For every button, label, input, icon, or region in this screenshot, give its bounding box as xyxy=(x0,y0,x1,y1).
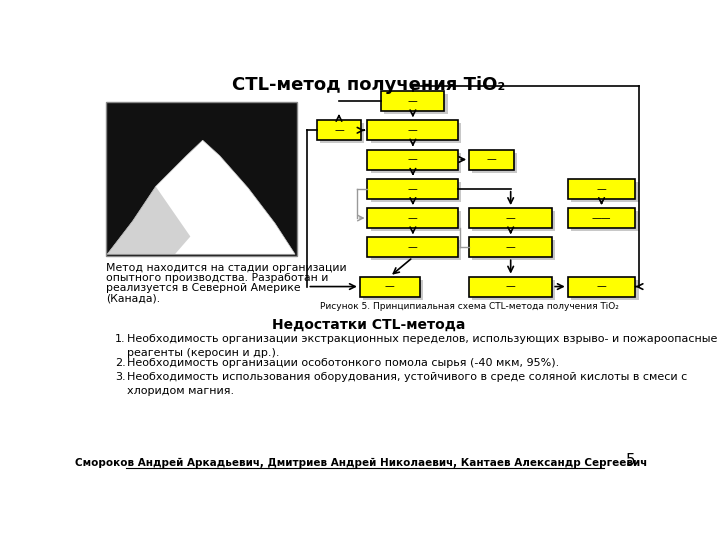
Text: 1.: 1. xyxy=(115,334,125,345)
Text: —: — xyxy=(408,184,418,194)
Bar xyxy=(469,276,552,296)
Text: —: — xyxy=(408,242,418,252)
Text: CTL-метод получения TiO₂: CTL-метод получения TiO₂ xyxy=(233,76,505,93)
Text: опытного производства. Разработан и: опытного производства. Разработан и xyxy=(106,273,328,284)
Bar xyxy=(384,94,448,114)
Text: —: — xyxy=(385,281,395,292)
Bar xyxy=(371,211,462,231)
Bar xyxy=(367,237,459,257)
Text: —: — xyxy=(334,125,344,135)
Polygon shape xyxy=(107,140,295,254)
Bar xyxy=(363,280,423,300)
Text: реализуется в Северной Америке: реализуется в Северной Америке xyxy=(106,284,300,293)
Bar xyxy=(571,182,639,202)
Bar xyxy=(371,240,462,260)
Text: (Канада).: (Канада). xyxy=(106,294,160,303)
Text: 2.: 2. xyxy=(115,358,126,368)
Text: —: — xyxy=(408,154,418,165)
Bar xyxy=(367,208,459,228)
Bar xyxy=(472,153,517,173)
Bar xyxy=(472,240,555,260)
Text: 3.: 3. xyxy=(115,372,125,382)
Bar xyxy=(571,211,639,231)
Bar xyxy=(317,120,361,140)
Bar xyxy=(367,179,459,199)
Text: —: — xyxy=(597,184,606,194)
Text: Рисунок 5. Принципиальная схема CTL-метода получения TiO₂: Рисунок 5. Принципиальная схема CTL-мето… xyxy=(320,302,618,311)
Text: —: — xyxy=(597,281,606,292)
Text: Смороков Андрей Аркадьевич, Дмитриев Андрей Николаевич, Кантаев Александр Сергее: Смороков Андрей Аркадьевич, Дмитриев Анд… xyxy=(75,457,647,468)
Text: —: — xyxy=(506,281,516,292)
Text: —: — xyxy=(408,125,418,135)
Bar xyxy=(469,237,552,257)
Bar xyxy=(469,208,552,228)
Text: Необходимость организации экстракционных переделов, использующих взрыво- и пожар: Необходимость организации экстракционных… xyxy=(127,334,718,358)
Bar xyxy=(371,153,462,173)
Bar xyxy=(360,276,420,296)
Bar xyxy=(469,150,514,170)
Bar xyxy=(106,102,297,256)
Text: Метод находится на стадии организации: Метод находится на стадии организации xyxy=(106,264,346,273)
Bar xyxy=(371,182,462,202)
Text: —: — xyxy=(506,213,516,223)
Bar xyxy=(382,91,444,111)
Bar xyxy=(567,208,636,228)
Text: Недостатки CTL-метода: Недостатки CTL-метода xyxy=(272,318,466,332)
Text: ——: —— xyxy=(592,213,611,223)
Bar xyxy=(472,211,555,231)
Text: —: — xyxy=(408,213,418,223)
Text: Необходимость использования оборудования, устойчивого в среде соляной кислоты в : Необходимость использования оборудования… xyxy=(127,372,688,396)
Text: 5: 5 xyxy=(626,453,636,468)
Bar xyxy=(567,276,636,296)
Bar xyxy=(367,150,459,170)
Bar xyxy=(571,280,639,300)
Bar xyxy=(320,123,364,143)
Bar xyxy=(371,123,462,143)
Text: —: — xyxy=(487,154,496,165)
Bar xyxy=(567,179,636,199)
Bar xyxy=(472,280,555,300)
Text: Необходимость организации особотонкого помола сырья (-40 мкм, 95%).: Необходимость организации особотонкого п… xyxy=(127,358,559,368)
Polygon shape xyxy=(107,186,190,254)
Text: —: — xyxy=(506,242,516,252)
Bar xyxy=(367,120,459,140)
Text: —: — xyxy=(408,96,418,106)
